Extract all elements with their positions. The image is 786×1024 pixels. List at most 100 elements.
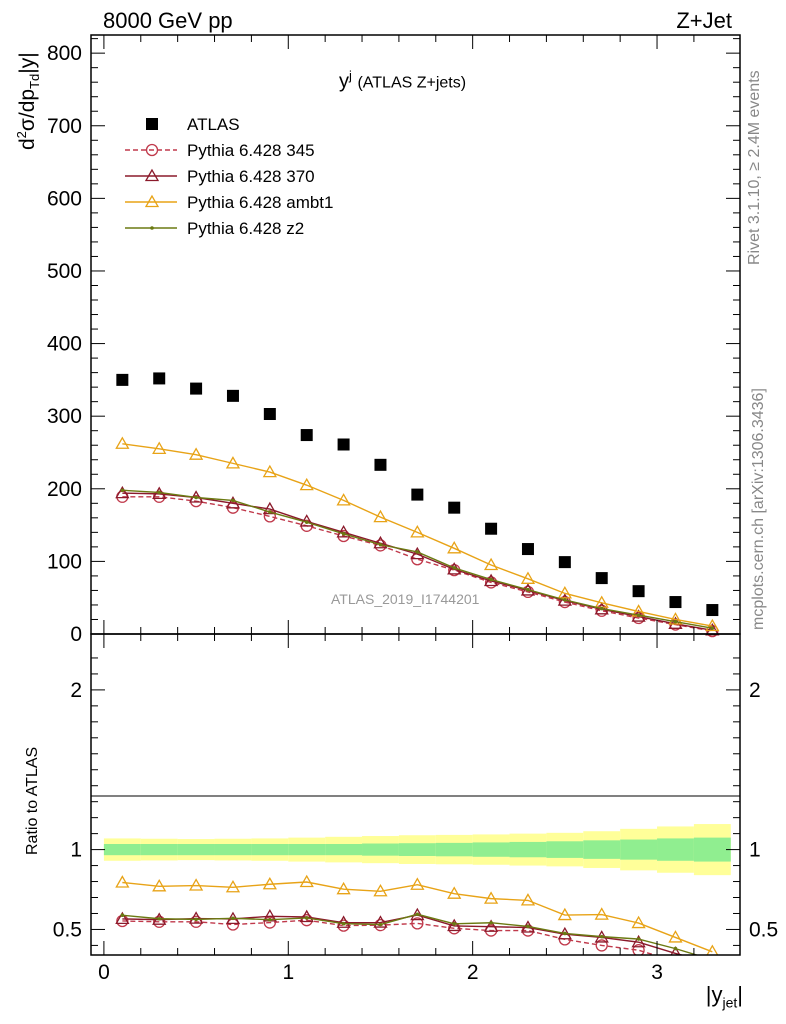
data-point xyxy=(411,488,424,501)
ratio-line xyxy=(122,881,713,953)
ratio-point xyxy=(706,957,718,968)
ratio-point xyxy=(415,912,420,917)
title-superscript: j xyxy=(349,68,352,83)
data-point xyxy=(636,613,641,617)
ratio-y-tick-label-right: 0.5 xyxy=(749,918,778,941)
ratio-point xyxy=(188,911,204,924)
data-point xyxy=(231,498,235,503)
data-point xyxy=(263,408,276,421)
data-point xyxy=(336,493,351,506)
y-tick-label: 800 xyxy=(47,42,82,65)
ratio-point xyxy=(336,915,351,928)
ratio-point xyxy=(341,921,346,926)
ratio-point xyxy=(410,877,425,890)
legend-label: Pythia 6.428 370 xyxy=(187,167,315,186)
data-point xyxy=(521,543,534,556)
title-suffix: (ATLAS Z+jets) xyxy=(357,74,467,92)
stat-uncertainty-band xyxy=(362,843,399,856)
ratio-point xyxy=(120,913,125,918)
data-point xyxy=(115,436,130,449)
energy-label: 8000 GeV pp xyxy=(103,8,233,33)
data-point xyxy=(299,477,314,491)
data-point xyxy=(410,525,425,538)
x-tick-label: 3 xyxy=(651,961,663,984)
series-pythia-6-428-z2 xyxy=(120,488,715,630)
x-tick-label: 2 xyxy=(467,961,479,984)
data-point xyxy=(448,501,461,514)
title-main: y xyxy=(339,70,349,93)
ratio-point xyxy=(447,886,462,899)
data-point xyxy=(116,373,129,386)
ratio-series-group xyxy=(115,874,719,968)
rivet-version-label: Rivet 3.1.10, ≥ 2.4M events xyxy=(746,70,763,265)
data-point xyxy=(706,604,719,617)
data-point xyxy=(268,510,272,514)
process-label: Z+Jet xyxy=(676,8,732,33)
ratio-point xyxy=(410,907,425,921)
data-point xyxy=(194,495,198,500)
data-point xyxy=(225,456,241,469)
ratio-point xyxy=(263,916,276,929)
data-point xyxy=(668,616,683,629)
ratio-point xyxy=(668,930,683,943)
data-point xyxy=(226,389,239,402)
plot-title: yj (ATLAS Z+jets) xyxy=(339,68,466,94)
y-tick-label: 200 xyxy=(47,478,82,501)
data-point xyxy=(520,583,536,596)
ratio-point xyxy=(231,916,235,921)
ratio-point xyxy=(594,907,609,920)
ratio-y-tick-label-left: 0.5 xyxy=(53,918,82,941)
ratio-point xyxy=(188,878,204,891)
data-point xyxy=(190,382,203,395)
ratio-point xyxy=(378,922,383,927)
ratio-point xyxy=(595,939,608,952)
stat-uncertainty-band xyxy=(140,844,178,856)
data-point xyxy=(304,520,309,524)
data-point xyxy=(563,598,567,602)
stat-uncertainty-band xyxy=(509,841,547,858)
y-tick-label: 400 xyxy=(47,333,82,356)
stat-uncertainty-band xyxy=(472,842,510,857)
ratio-series-pythia-6-428-345 xyxy=(116,914,657,955)
ratio-y-tick-label-left: 1 xyxy=(70,839,82,862)
ratio-point xyxy=(631,915,646,929)
ratio-point xyxy=(336,881,351,895)
ratio-y-tick-label-right: 1 xyxy=(749,839,761,862)
stat-uncertainty-band xyxy=(251,844,289,856)
data-point xyxy=(337,438,350,451)
data-point xyxy=(558,556,571,569)
ratio-point xyxy=(520,893,536,906)
y-tick-label: 0 xyxy=(70,623,82,646)
mcplots-label: mcplots.cern.ch [arXiv:1306.3436] xyxy=(750,388,767,630)
data-point xyxy=(300,429,313,442)
ratio-point xyxy=(706,944,719,955)
legend-entry-pythia-6-428-370: Pythia 6.428 370 xyxy=(125,167,315,186)
legend-label: Pythia 6.428 345 xyxy=(187,141,315,160)
y-tick-label: 500 xyxy=(47,260,82,283)
data-point xyxy=(489,577,493,582)
ratio-point xyxy=(563,931,567,936)
series-line xyxy=(122,492,713,632)
x-tick-label: 0 xyxy=(98,961,110,984)
ratio-point xyxy=(152,879,167,892)
data-point xyxy=(668,612,683,625)
stat-uncertainty-band xyxy=(583,840,621,859)
data-point xyxy=(336,525,351,538)
ratio-point xyxy=(411,917,424,930)
ratio-point xyxy=(157,916,162,921)
ratio-point xyxy=(304,916,309,920)
ratio-point xyxy=(373,883,388,897)
ratio-point xyxy=(489,920,493,925)
legend-entry-pythia-6-428-ambt1: Pythia 6.428 ambt1 xyxy=(125,193,333,212)
data-point xyxy=(520,571,536,584)
data-point xyxy=(705,623,720,636)
data-point xyxy=(710,626,715,630)
ratio-point xyxy=(631,934,646,948)
legend-label: Pythia 6.428 ambt1 xyxy=(187,193,333,212)
data-point xyxy=(557,593,572,606)
y-tick-label: 600 xyxy=(47,187,82,210)
ratio-point xyxy=(115,911,130,925)
data-point xyxy=(447,541,462,554)
ratio-point xyxy=(636,937,641,941)
